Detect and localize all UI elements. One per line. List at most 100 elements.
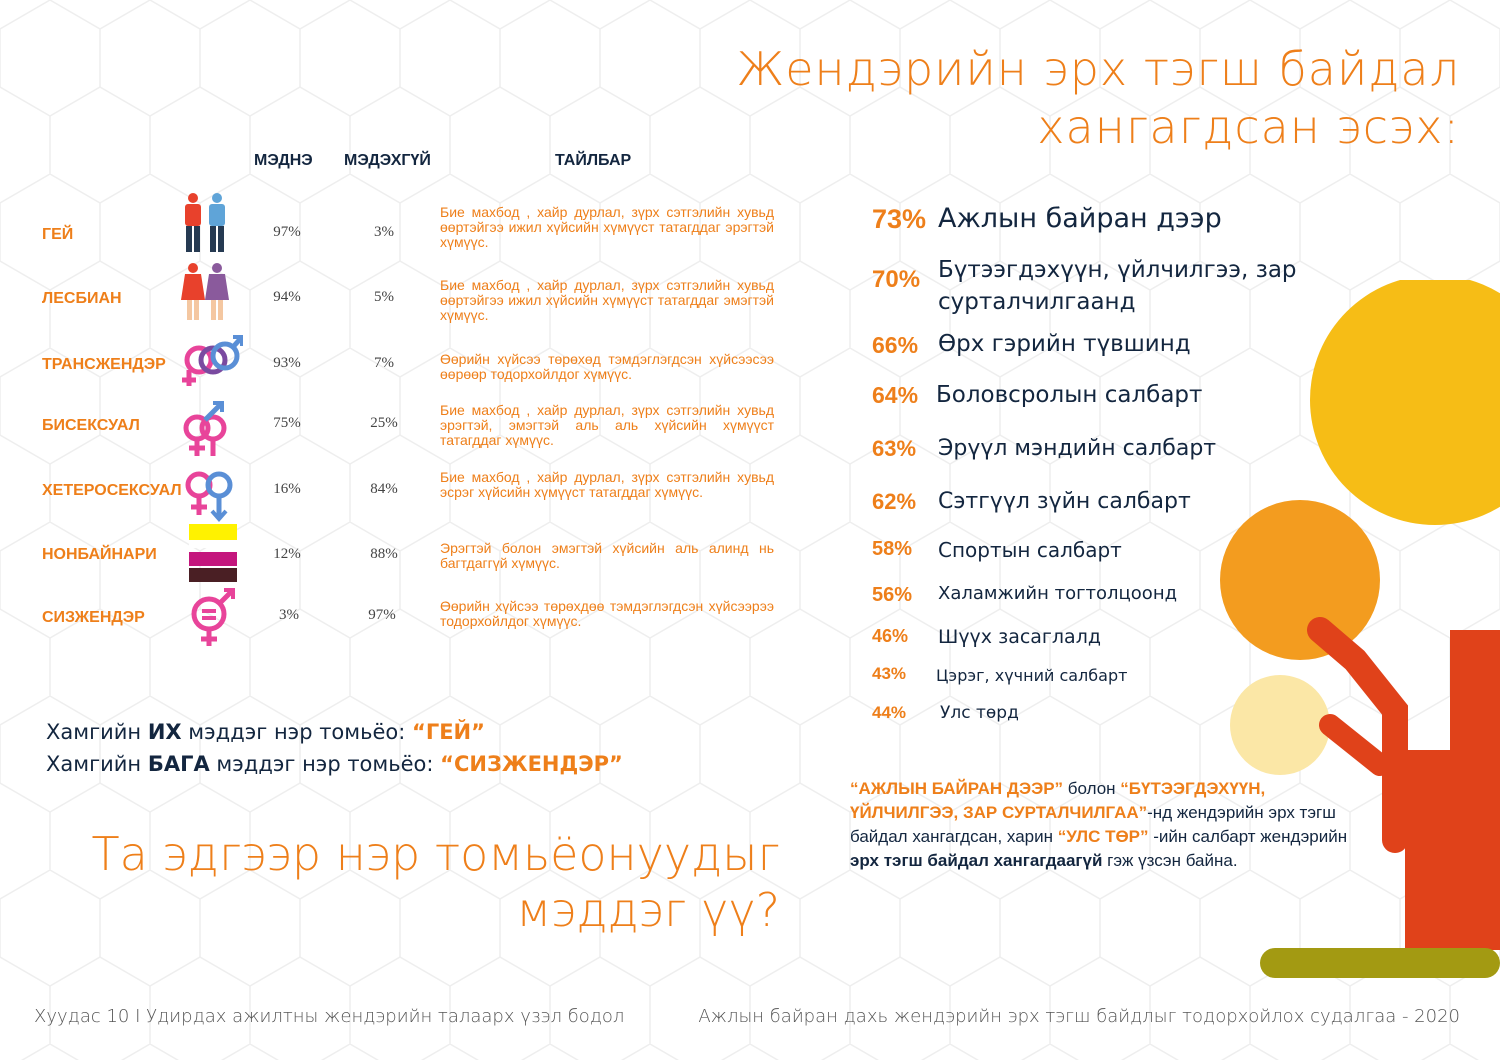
note-text: -нд жендэрийн эрх тэгш байдал хангагдсан… xyxy=(850,803,1336,846)
stat-percent: 46% xyxy=(872,626,909,646)
note-text: гэж үзсэн байна. xyxy=(1102,851,1238,870)
summary-term: “СИЗЖЕНДЭР” xyxy=(440,752,623,776)
stat-label-line1: Бүтээгдэхүүн, үйлчилгээ, зар xyxy=(938,257,1297,283)
term-name: ХЕТЕРОСЕКСУАЛ xyxy=(42,482,182,499)
know-pct: 16% xyxy=(273,481,301,497)
question-line2: мэддэг үү? xyxy=(516,883,780,937)
term-description: Өөрийн хүйсээ төрөхөд тэмдэглэгдсэн хүйс… xyxy=(440,351,774,382)
two-men-icon xyxy=(185,193,225,252)
stat-percent: 73% xyxy=(872,204,927,234)
stat-label: Шүүх засаглалд xyxy=(938,626,1101,648)
cisgender-symbol-icon xyxy=(191,588,235,646)
know-pct: 93% xyxy=(273,355,301,371)
stat-percent: 63% xyxy=(872,436,917,461)
dont-know-pct: 88% xyxy=(370,546,398,562)
dont-know-pct: 3% xyxy=(374,224,394,240)
header-dont-know: МЭДЭХГҮЙ xyxy=(344,152,431,169)
heterosexual-symbol-icon xyxy=(185,471,233,523)
know-pct: 3% xyxy=(279,607,299,623)
note-text: -ийн салбарт жендэрийн xyxy=(1148,827,1348,846)
stat-label: Боловсролын салбарт xyxy=(936,382,1203,408)
note-highlight: “БҮТЭЭГДЭХҮҮН, ҮЙЛЧИЛГЭЭ, ЗАР СУРТАЛЧИЛГ… xyxy=(850,779,1266,822)
stat-percent: 70% xyxy=(872,266,921,293)
footer-left: Хуудас 10 I Удирдах ажилтны жендэрийн та… xyxy=(34,1006,625,1027)
stat-label: Халамжийн тогтолцоонд xyxy=(938,583,1178,604)
term-name: БИСЕКСУАЛ xyxy=(42,417,140,434)
header-know: МЭДНЭ xyxy=(254,152,313,169)
stat-percent: 64% xyxy=(872,382,919,408)
stat-label: Цэрэг, хүчний салбарт xyxy=(936,666,1128,685)
note-highlight: “АЖЛЫН БАЙРАН ДЭЭР” xyxy=(850,779,1064,798)
table-row: БИСЕКСУАЛ 75% 25% Бие махбод , хайр дурл… xyxy=(0,398,800,458)
stat-label: Сэтгүүл зүйн салбарт xyxy=(938,489,1191,514)
stat-label-line2: сурталчилгаанд xyxy=(938,289,1136,315)
term-description: Өөрийн хүйсээ төрөхдөө тэмдэглэгдсэн хүй… xyxy=(440,598,774,629)
dont-know-pct: 97% xyxy=(368,607,396,623)
page-title-line1: Жендэрийн эрх тэгш байдал xyxy=(736,42,1460,96)
page-title: Жендэрийн эрх тэгш байдал хангагдсан эсэ… xyxy=(736,40,1460,156)
transgender-symbol-icon xyxy=(182,335,243,386)
table-row: ХЕТЕРОСЕКСУАЛ 16% 84% Бие махбод , хайр … xyxy=(0,463,800,523)
term-description: Бие махбод , хайр дурлал, зүрх сэтгэлийн… xyxy=(440,469,774,500)
term-name: СИЗЖЕНДЭР xyxy=(42,609,145,626)
cream-circle xyxy=(1230,675,1330,775)
summary-text: мэддэг нэр томьёо: xyxy=(209,752,441,776)
summary-bold: БАГА xyxy=(147,752,210,776)
summary-text: мэддэг нэр томьёо: xyxy=(181,720,413,744)
stat-label: Ажлын байран дээр xyxy=(938,203,1222,234)
yellow-circle xyxy=(1310,280,1500,525)
two-women-icon xyxy=(181,263,229,320)
know-pct: 97% xyxy=(273,224,301,240)
dont-know-pct: 7% xyxy=(374,355,394,371)
term-description: Бие махбод , хайр дурлал, зүрх сэтгэлийн… xyxy=(440,402,774,448)
dont-know-pct: 84% xyxy=(370,481,398,497)
tree-trunk xyxy=(1450,630,1500,950)
know-pct: 94% xyxy=(273,289,301,305)
stat-label: Улс төрд xyxy=(940,703,1019,723)
note-bold: эрх тэгш байдал хангагдаагүй xyxy=(850,851,1103,870)
know-pct: 75% xyxy=(273,415,301,431)
summary-text: Хамгийн xyxy=(46,720,148,744)
decorative-tree-graphic xyxy=(1220,280,1500,978)
stat-percent: 56% xyxy=(872,584,913,606)
table-row: ЛЕСБИАН 94% 5% Бие махбод , хайр дурлал,… xyxy=(0,263,800,328)
note-highlight: “УЛС ТӨР” xyxy=(1057,827,1149,846)
bisexual-symbol-icon xyxy=(183,401,227,456)
tree-trunk-left xyxy=(1405,750,1450,950)
summary-least-known: Хамгийн БАГА мэддэг нэр томьёо: “СИЗЖЕНД… xyxy=(46,752,623,776)
page-title-line2: хангагдсан эсэх: xyxy=(1037,100,1460,154)
know-pct: 12% xyxy=(273,546,301,562)
stat-label: Эрүүл мэндийн салбарт xyxy=(938,436,1217,461)
question-heading: Та эдгээр нэр томьёонуудыг мэддэг үү? xyxy=(90,826,780,938)
question-line1: Та эдгээр нэр томьёонуудыг xyxy=(91,827,780,881)
dont-know-pct: 25% xyxy=(370,415,398,431)
summary-bold: ИХ xyxy=(147,720,182,744)
term-description: Бие махбод , хайр дурлал, зүрх сэтгэлийн… xyxy=(440,277,774,323)
stat-label: Спортын салбарт xyxy=(938,538,1122,562)
term-name: ГЕЙ xyxy=(42,226,74,243)
dont-know-pct: 5% xyxy=(374,289,394,305)
table-row: НОНБАЙНАРИ 12% 88% Эрэгтэй болон эмэгтэй… xyxy=(0,524,800,586)
stat-percent: 43% xyxy=(872,664,907,683)
stat-label: Өрх гэрийн түвшинд xyxy=(938,331,1191,357)
note-text: болон xyxy=(1063,779,1121,798)
term-name: НОНБАЙНАРИ xyxy=(42,546,157,563)
term-description: Бие махбод , хайр дурлал, зүрх сэтгэлийн… xyxy=(440,204,774,250)
term-name: ЛЕСБИАН xyxy=(42,290,122,307)
stat-percent: 44% xyxy=(872,703,907,722)
tree-branch xyxy=(1307,617,1408,853)
summary-text: Хамгийн xyxy=(46,752,148,776)
stat-percent: 66% xyxy=(872,332,919,358)
amber-circle xyxy=(1220,500,1380,660)
table-row: ГЕЙ 97% 3% Бие махбод , хайр дурлал, зүр… xyxy=(0,193,800,262)
term-name: ТРАНСЖЕНДЭР xyxy=(42,356,166,373)
table-row: ТРАНСЖЕНДЭР 93% 7% Өөрийн хүйсээ төрөхөд… xyxy=(0,334,800,394)
tree-branch-small xyxy=(1319,714,1391,776)
conclusion-note: “АЖЛЫН БАЙРАН ДЭЭР” болон “БҮТЭЭГДЭХҮҮН,… xyxy=(850,777,1370,873)
stat-label: Бүтээгдэхүүн, үйлчилгээ, зар сурталчилга… xyxy=(938,254,1297,318)
nonbinary-flag-icon xyxy=(189,524,237,582)
table-row: СИЗЖЕНДЭР 3% 97% Өөрийн хүйсээ төрөхдөө … xyxy=(0,588,800,648)
stat-percent: 62% xyxy=(872,489,917,514)
term-description: Эрэгтэй болон эмэгтэй хүйсийн аль алинд … xyxy=(440,540,774,571)
header-description: ТАЙЛБАР xyxy=(555,152,632,169)
